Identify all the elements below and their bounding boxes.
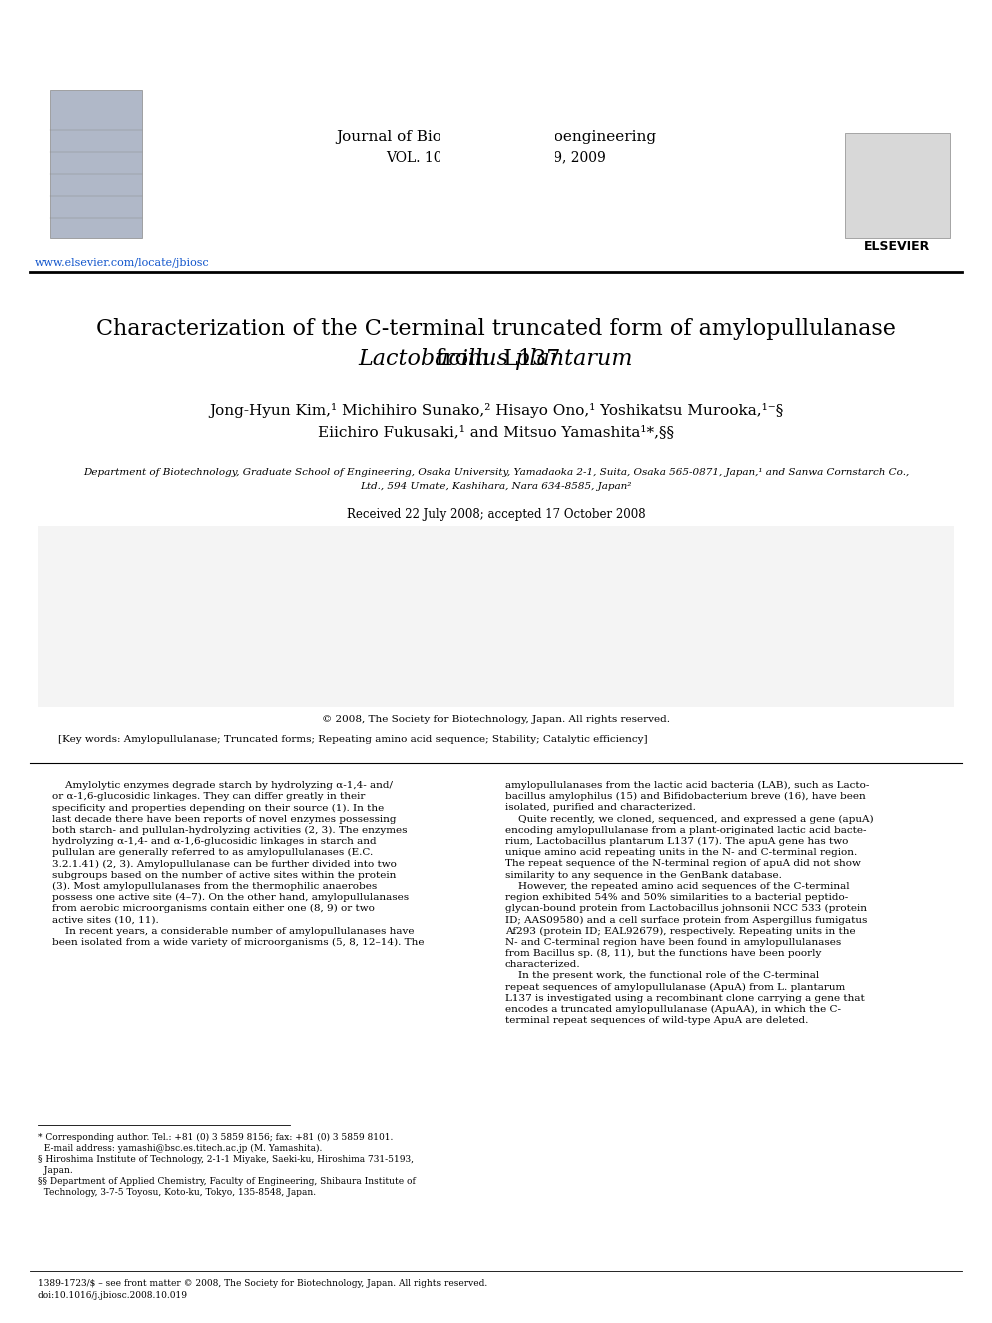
Text: Quite recently, we cloned, sequenced, and expressed a gene (apuA): Quite recently, we cloned, sequenced, an… bbox=[505, 815, 874, 824]
Text: Journal of Bioscience and Bioengineering: Journal of Bioscience and Bioengineering bbox=[336, 130, 656, 144]
Text: ELSEVIER: ELSEVIER bbox=[864, 239, 930, 253]
Text: starch, pullulan and amylose were higher than those of ApuA, although their subs: starch, pullulan and amylose were higher… bbox=[58, 651, 692, 660]
Text: Jong-Hyun Kim,¹ Michihiro Sunako,² Hisayo Ono,¹ Yoshikatsu Murooka,¹⁻§: Jong-Hyun Kim,¹ Michihiro Sunako,² Hisay… bbox=[209, 404, 783, 418]
Text: amylopullulanase (ApuA). The enzyme production and specific activity of ApuAA we: amylopullulanase (ApuA). The enzyme prod… bbox=[58, 617, 700, 626]
Text: Japan.: Japan. bbox=[38, 1166, 72, 1175]
Text: L137: L137 bbox=[496, 348, 560, 370]
Text: [Key words: Amylopullulanase; Truncated forms; Repeating amino acid sequence; St: [Key words: Amylopullulanase; Truncated … bbox=[58, 736, 648, 744]
Text: The repeat sequence of the N-terminal region of apuA did not show: The repeat sequence of the N-terminal re… bbox=[505, 860, 861, 868]
Text: enzymes, ApuA and ApuAA, showed similar pH (4.0–4.5) and temperature (40–45 °C) : enzymes, ApuA and ApuAA, showed similar … bbox=[58, 628, 678, 638]
Text: * Corresponding author. Tel.: +81 (0) 3 5859 8156; fax: +81 (0) 3 5859 8101.: * Corresponding author. Tel.: +81 (0) 3 … bbox=[38, 1132, 394, 1142]
Text: © 2008, The Society for Biotechnology, Japan. All rights reserved.: © 2008, The Society for Biotechnology, J… bbox=[322, 714, 670, 724]
Text: stability of amylopullulanase and binding of substrates. Thus, the truncated amy: stability of amylopullulanase and bindin… bbox=[58, 673, 703, 683]
Text: which lacks the 24 kDa of the C-terminal repeat region, was purified and charact: which lacks the 24 kDa of the C-terminal… bbox=[58, 605, 678, 614]
Text: been isolated from a wide variety of microorganisms (5, 8, 12–14). The: been isolated from a wide variety of mic… bbox=[52, 938, 425, 947]
Text: doi:10.1016/j.jbiosc.2008.10.019: doi:10.1016/j.jbiosc.2008.10.019 bbox=[38, 1291, 188, 1301]
Text: E-mail address: yamashi@bsc.es.titech.ac.jp (M. Yamashita).: E-mail address: yamashi@bsc.es.titech.ac… bbox=[38, 1144, 322, 1154]
Text: Ltd., 594 Umate, Kashihara, Nara 634-8585, Japan²: Ltd., 594 Umate, Kashihara, Nara 634-858… bbox=[360, 482, 632, 491]
Text: unique amino acid repeating units in the N- and C-terminal region.: unique amino acid repeating units in the… bbox=[505, 848, 857, 857]
Text: both starch- and pullulan-hydrolyzing activities (2, 3). The enzymes: both starch- and pullulan-hydrolyzing ac… bbox=[52, 826, 408, 835]
Text: from aerobic microorganisms contain either one (8, 9) or two: from aerobic microorganisms contain eith… bbox=[52, 904, 375, 913]
Text: rium, Lactobacillus plantarum L137 (17). The apuA gene has two: rium, Lactobacillus plantarum L137 (17).… bbox=[505, 837, 848, 847]
Text: plantarum NCl21, which is the ApuAΔ derivative of strain L137. The recombinant t: plantarum NCl21, which is the ApuAΔ deri… bbox=[58, 594, 689, 602]
Text: VOL. 107 No. 2, 124–129, 2009: VOL. 107 No. 2, 124–129, 2009 bbox=[386, 149, 606, 164]
Text: ApuAA was more stable in the pH and temperature than that of ApuA. The catalytic: ApuAA was more stable in the pH and temp… bbox=[58, 639, 695, 648]
Text: 3.2.1.41) (2, 3). Amylopullulanase can be further divided into two: 3.2.1.41) (2, 3). Amylopullulanase can b… bbox=[52, 860, 397, 868]
Text: Received 22 July 2008; accepted 17 October 2008: Received 22 July 2008; accepted 17 Octob… bbox=[346, 508, 646, 521]
Text: amylopullulanases from the lactic acid bacteria (LAB), such as Lacto-: amylopullulanases from the lactic acid b… bbox=[505, 781, 869, 790]
Text: Department of Biotechnology, Graduate School of Engineering, Osaka University, Y: Department of Biotechnology, Graduate Sc… bbox=[83, 468, 909, 478]
Text: However, the repeated amino acid sequences of the C-terminal: However, the repeated amino acid sequenc… bbox=[505, 882, 849, 890]
Text: § Hiroshima Institute of Technology, 2-1-1 Miyake, Saeki-ku, Hiroshima 731-5193,: § Hiroshima Institute of Technology, 2-1… bbox=[38, 1155, 414, 1164]
Text: encodes a truncated amylopullulanase (ApuAA), in which the C-: encodes a truncated amylopullulanase (Ap… bbox=[505, 1005, 841, 1015]
Text: terminal repeat sequences of wild-type ApuA are deleted.: terminal repeat sequences of wild-type A… bbox=[505, 1016, 808, 1025]
Text: repeat sequences of amylopullulanase (ApuA) from L. plantarum: repeat sequences of amylopullulanase (Ap… bbox=[505, 983, 845, 992]
Text: In the present work, the functional role of the C-terminal: In the present work, the functional role… bbox=[505, 971, 819, 980]
Text: or α-1,6-glucosidic linkages. They can differ greatly in their: or α-1,6-glucosidic linkages. They can d… bbox=[52, 792, 365, 802]
Text: hydrolyzing α-1,4- and α-1,6-glucosidic linkages in starch and: hydrolyzing α-1,4- and α-1,6-glucosidic … bbox=[52, 837, 377, 845]
Text: region exhibited 54% and 50% similarities to a bacterial peptido-: region exhibited 54% and 50% similaritie… bbox=[505, 893, 848, 902]
Text: Lactobacillus plantarum: Lactobacillus plantarum bbox=[359, 348, 633, 370]
Text: L137 is investigated using a recombinant clone carrying a gene that: L137 is investigated using a recombinant… bbox=[505, 994, 865, 1003]
Text: encoding amylopullulanase from a plant-originated lactic acid bacte-: encoding amylopullulanase from a plant-o… bbox=[505, 826, 866, 835]
Text: www.elsevier.com/locate/jbiosc: www.elsevier.com/locate/jbiosc bbox=[35, 258, 209, 269]
Text: Eiichiro Fukusaki,¹ and Mitsuo Yamashita¹*,§§: Eiichiro Fukusaki,¹ and Mitsuo Yamashita… bbox=[318, 425, 674, 439]
Text: possess one active site (4–7). On the other hand, amylopullulanases: possess one active site (4–7). On the ot… bbox=[52, 893, 409, 902]
Text: ID; AAS09580) and a cell surface protein from Aspergillus fumigatus: ID; AAS09580) and a cell surface protein… bbox=[505, 916, 867, 925]
Text: Technology, 3-7-5 Toyosu, Koto-ku, Tokyo, 135-8548, Japan.: Technology, 3-7-5 Toyosu, Koto-ku, Tokyo… bbox=[38, 1188, 316, 1197]
Text: §§ Department of Applied Chemistry, Faculty of Engineering, Shibaura Institute o: §§ Department of Applied Chemistry, Facu… bbox=[38, 1177, 416, 1185]
Text: 1389-1723/$ – see front matter © 2008, The Society for Biotechnology, Japan. All: 1389-1723/$ – see front matter © 2008, T… bbox=[38, 1279, 487, 1289]
Text: two unique amino acid repeating units in the N- and C-terminal region. The forme: two unique amino acid repeating units in… bbox=[58, 560, 698, 568]
Text: isolated, purified and characterized.: isolated, purified and characterized. bbox=[505, 803, 695, 812]
Text: Characterization of the C-terminal truncated form of amylopullulanase: Characterization of the C-terminal trunc… bbox=[96, 318, 896, 340]
Text: (3). Most amylopullulanases from the thermophilic anaerobes: (3). Most amylopullulanases from the the… bbox=[52, 882, 377, 890]
Text: Af293 (protein ID; EAL92679), respectively. Repeating units in the: Af293 (protein ID; EAL92679), respective… bbox=[505, 926, 856, 935]
Text: specificity and properties depending on their source (1). In the: specificity and properties depending on … bbox=[52, 803, 384, 812]
Text: In recent years, a considerable number of amylopullulanases have: In recent years, a considerable number o… bbox=[52, 926, 415, 935]
Text: pullulan are generally referred to as amylopullulanases (E.C.: pullulan are generally referred to as am… bbox=[52, 848, 373, 857]
Text: glycan-bound protein from Lactobacillus johnsonii NCC 533 (protein: glycan-bound protein from Lactobacillus … bbox=[505, 904, 867, 913]
Text: bacillus amylophilus (15) and Bifidobacterium breve (16), have been: bacillus amylophilus (15) and Bifidobact… bbox=[505, 792, 866, 802]
Text: Amylolytic enzymes degrade starch by hydrolyzing α-1,4- and/: Amylolytic enzymes degrade starch by hyd… bbox=[52, 781, 393, 790]
Text: subgroups based on the number of active sites within the protein: subgroups based on the number of active … bbox=[52, 871, 397, 880]
Text: of amylose and pullulan.: of amylose and pullulan. bbox=[58, 685, 186, 695]
Text: which had been isolated from traditional fermented food made from fish and rice : which had been isolated from traditional… bbox=[58, 548, 696, 557]
Text: Thr-Ala-Asn-Ser-Thr) repeated 39 times, and the latter is a three amino acid seq: Thr-Ala-Asn-Ser-Thr) repeated 39 times, … bbox=[58, 570, 703, 579]
Text: similarity to any sequence in the GenBank database.: similarity to any sequence in the GenBan… bbox=[505, 871, 782, 880]
Text: last decade there have been reports of novel enzymes possessing: last decade there have been reports of n… bbox=[52, 815, 397, 824]
Text: from: from bbox=[435, 348, 496, 370]
Text: active sites (10, 11).: active sites (10, 11). bbox=[52, 916, 159, 925]
Text: N- and C-terminal region have been found in amylopullulanases: N- and C-terminal region have been found… bbox=[505, 938, 841, 947]
Text: clarify the role of these repeating units, a truncated apuA in the C-terminal re: clarify the role of these repeating unit… bbox=[58, 582, 687, 591]
Text: were similar. From these results, we conclude that the C-terminal repeating regi: were similar. From these results, we con… bbox=[58, 663, 691, 672]
Text: from Bacillus sp. (8, 11), but the functions have been poorly: from Bacillus sp. (8, 11), but the funct… bbox=[505, 949, 821, 958]
Text: A gene (apuA) encoding amylopullulanase from a starch-hydrolyzing lactic acid ba: A gene (apuA) encoding amylopullulanase … bbox=[58, 536, 713, 545]
Text: characterized.: characterized. bbox=[505, 960, 580, 970]
